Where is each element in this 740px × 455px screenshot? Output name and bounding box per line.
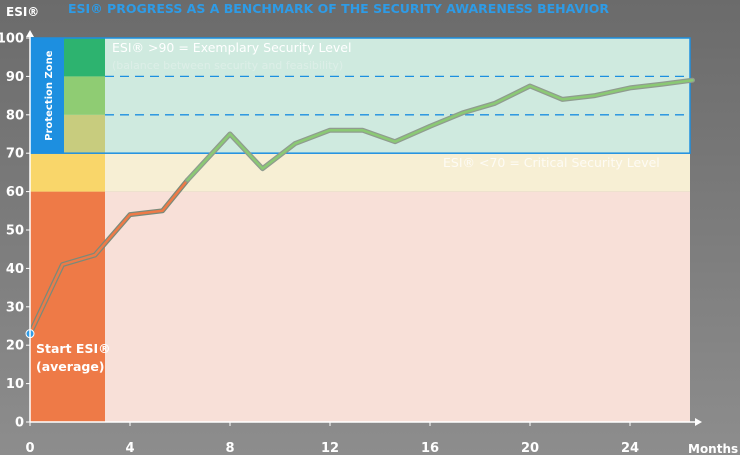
axes (26, 30, 702, 426)
y-tick-label: 20 (6, 339, 24, 354)
x-tick-label: 8 (225, 441, 234, 455)
y-tick-label: 0 (15, 416, 24, 431)
x-axis-arrow (695, 418, 702, 426)
exemplary-annotation: ESI® >90 = Exemplary Security Level (112, 40, 351, 55)
threshold-lines (105, 75, 690, 116)
y-tick-label: 50 (6, 224, 24, 239)
zone-band (30, 191, 690, 422)
x-tick-label: 12 (321, 441, 339, 455)
protection-zone-label: Protection Zone (44, 50, 55, 141)
y-axis-label: ESI® (6, 5, 39, 19)
series-line-start (28, 178, 189, 335)
stripe-warning (30, 153, 105, 192)
start-label-sub: (average) (36, 359, 105, 374)
y-tick-label: 70 (6, 147, 24, 162)
x-tick-label: 16 (421, 441, 439, 455)
y-axis-arrow (26, 30, 34, 37)
x-tick-label: 4 (125, 441, 134, 455)
stripe-level-100 (64, 38, 105, 77)
level-stripe (30, 38, 105, 422)
y-tick-label: 80 (6, 108, 24, 123)
exemplary-annotation-sub: (balance between security and feasibilit… (112, 59, 343, 72)
critical-annotation: ESI® <70 = Critical Security Level (443, 155, 660, 170)
y-tick-label: 60 (6, 185, 24, 200)
zone-band (30, 153, 690, 192)
y-tick-label: 30 (6, 300, 24, 315)
y-tick-label: 40 (6, 262, 24, 277)
esi-series (25, 77, 695, 339)
x-tick-label: 24 (621, 441, 639, 455)
start-label: Start ESI® (36, 341, 111, 356)
y-tick-labels: 0 10 20 30 40 50 60 70 80 90 100 (0, 32, 30, 431)
y-tick-label: 100 (0, 32, 24, 47)
protection-zone-tab (31, 38, 64, 154)
series-line (186, 78, 694, 182)
y-tick-label: 90 (6, 70, 24, 85)
x-tick-label: 20 (521, 441, 539, 455)
y-tick-label: 10 (6, 377, 24, 392)
chart-title: ESI® PROGRESS AS A BENCHMARK OF THE SECU… (68, 1, 609, 16)
x-tick-label: 0 (25, 441, 34, 455)
x-axis-label: Months (688, 442, 738, 455)
stripe-level-80 (64, 114, 105, 154)
stripe-level-90 (64, 76, 105, 115)
x-tick-labels: 0 4 8 12 16 20 24 (25, 422, 639, 455)
